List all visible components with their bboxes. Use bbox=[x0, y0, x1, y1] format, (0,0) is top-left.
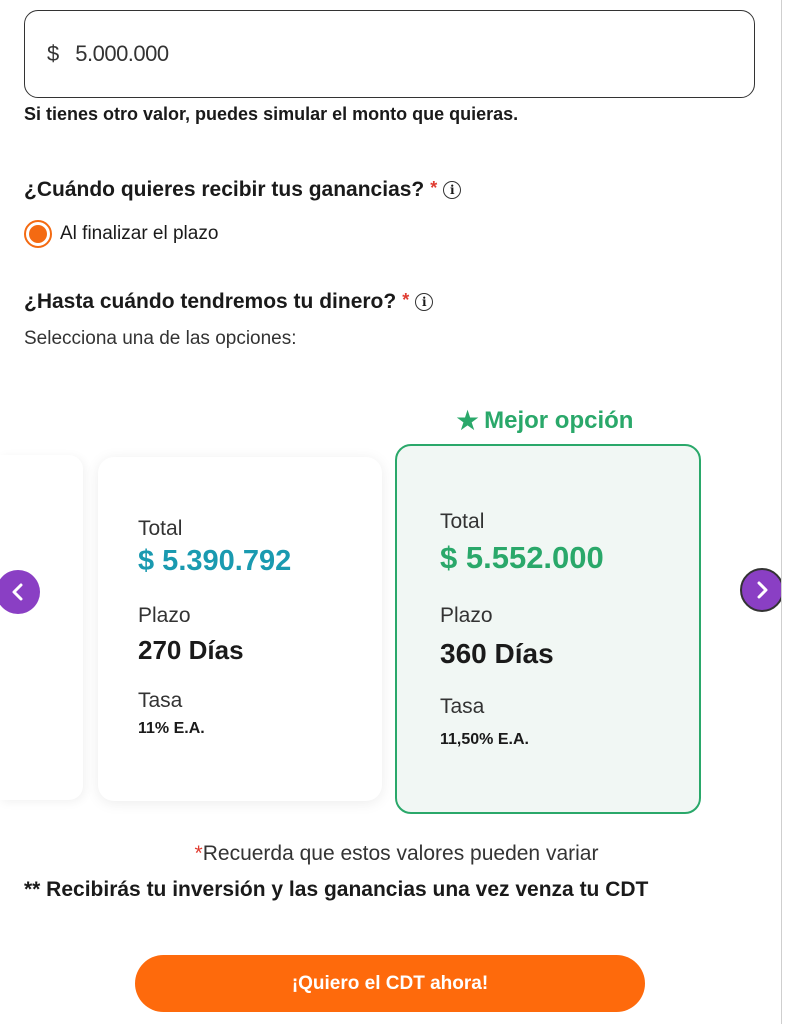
rate-value: 11,50% E.A. bbox=[440, 731, 529, 748]
option-card-partial[interactable] bbox=[0, 455, 83, 800]
best-option-label: Mejor opción bbox=[484, 406, 634, 434]
amount-field[interactable]: $ bbox=[24, 10, 755, 98]
maturity-note: ** Recibirás tu inversión y las ganancia… bbox=[24, 878, 649, 901]
total-label: Total bbox=[440, 510, 485, 533]
total-label: Total bbox=[138, 517, 183, 540]
carousel-next-button[interactable] bbox=[740, 568, 784, 612]
earnings-question-label: ¿Cuándo quieres recibir tus ganancias? bbox=[24, 178, 425, 201]
required-mark: * bbox=[402, 290, 410, 310]
term-value: 270 Días bbox=[138, 635, 244, 665]
term-value: 360 Días bbox=[440, 638, 554, 669]
amount-input[interactable] bbox=[75, 41, 576, 67]
best-option-badge: ★ Mejor opción bbox=[455, 404, 633, 437]
earnings-question: ¿Cuándo quieres recibir tus ganancias? *… bbox=[24, 178, 462, 202]
total-value: $ 5.552.000 bbox=[440, 540, 604, 575]
rate-value: 11% E.A. bbox=[138, 720, 205, 737]
star-icon: ★ bbox=[455, 405, 481, 436]
required-mark: * bbox=[430, 178, 438, 198]
option-card-270[interactable]: Total $ 5.390.792 Plazo 270 Días Tasa 11… bbox=[98, 457, 382, 801]
note-asterisk: * bbox=[194, 842, 203, 865]
variation-note-text: Recuerda que estos valores pueden variar bbox=[202, 842, 599, 865]
term-question-label: ¿Hasta cuándo tendremos tu dinero? bbox=[24, 290, 397, 313]
radio-option-label: Al finalizar el plazo bbox=[60, 223, 219, 244]
term-label: Plazo bbox=[138, 604, 191, 627]
cta-button[interactable]: ¡Quiero el CDT ahora! bbox=[135, 955, 645, 1012]
scrollbar[interactable] bbox=[781, 0, 793, 1024]
variation-note: *Recuerda que estos valores pueden varia… bbox=[0, 842, 793, 866]
radio-button[interactable] bbox=[24, 220, 52, 248]
rate-label: Tasa bbox=[138, 689, 183, 712]
chevron-left-icon bbox=[12, 583, 23, 601]
info-icon[interactable]: i bbox=[443, 181, 462, 199]
term-question: ¿Hasta cuándo tendremos tu dinero? * i bbox=[24, 290, 434, 314]
total-value: $ 5.390.792 bbox=[138, 545, 292, 577]
term-subtext: Selecciona una de las opciones: bbox=[24, 328, 297, 349]
carousel-prev-button[interactable] bbox=[0, 570, 40, 614]
amount-hint: Si tienes otro valor, puedes simular el … bbox=[24, 104, 519, 124]
info-icon[interactable]: i bbox=[415, 293, 434, 311]
rate-label: Tasa bbox=[440, 695, 485, 718]
radio-option-al-finalizar[interactable]: Al finalizar el plazo bbox=[24, 220, 218, 248]
term-label: Plazo bbox=[440, 604, 493, 627]
option-card-360-selected[interactable]: Total $ 5.552.000 Plazo 360 Días Tasa 11… bbox=[395, 444, 701, 814]
currency-symbol: $ bbox=[47, 41, 60, 66]
chevron-right-icon bbox=[757, 581, 768, 599]
